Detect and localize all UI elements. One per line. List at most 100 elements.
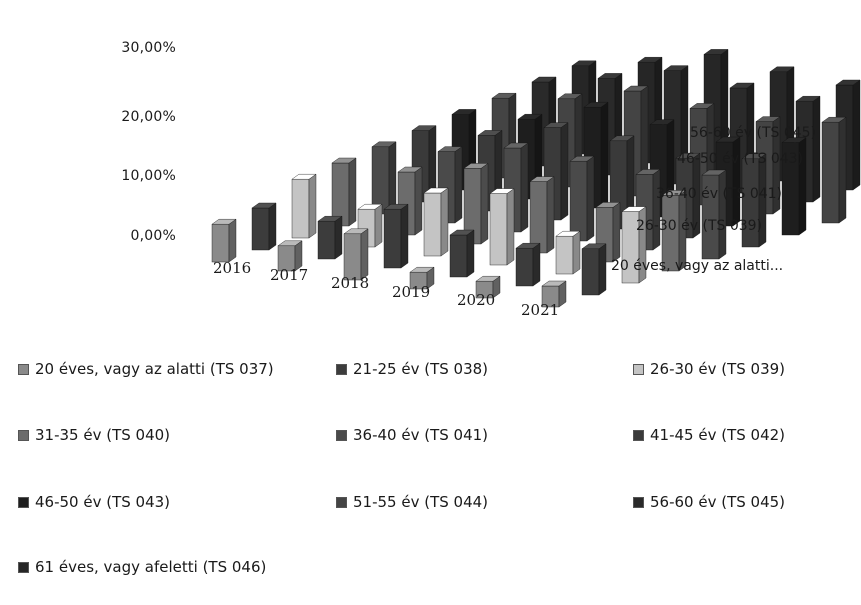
bar-20-2018 — [343, 228, 369, 281]
depth-tick-label: 36-40 év (TS 041) — [656, 186, 783, 202]
bar-20-2020 — [475, 275, 501, 299]
bar-top-face — [623, 85, 649, 92]
bar-top-face — [463, 163, 489, 169]
bar-side-face — [560, 122, 569, 221]
bar-top-face — [609, 135, 635, 142]
legend-item: 46-50 év (TS 043) — [18, 491, 170, 513]
bar-top-face — [383, 203, 409, 210]
bar-side-face — [532, 242, 541, 287]
bar-top-face — [701, 169, 727, 176]
bar-top-face — [449, 229, 475, 236]
bar-front-face — [489, 193, 508, 266]
bar-31-35-2021 — [661, 190, 687, 272]
bar-26-30-2018 — [423, 187, 449, 257]
y-tick-label: 20,00% — [121, 109, 176, 125]
bar-top-face — [477, 130, 503, 136]
bar-36-40-2021 — [701, 169, 727, 260]
legend-label: 46-50 év (TS 043) — [35, 493, 171, 511]
bar-31-35-2016 — [331, 157, 357, 227]
bar-side-face — [348, 157, 357, 227]
legend-item: 41-45 év (TS 042) — [633, 424, 785, 446]
bar-20-2021 — [541, 280, 567, 308]
bar-side-face — [718, 169, 727, 260]
x-tick-label: 2020 — [457, 291, 496, 309]
bar-top-face — [769, 66, 795, 73]
bar-side-face — [612, 202, 621, 263]
bar-top-face — [781, 137, 807, 143]
legend-item: 26-30 év (TS 039) — [633, 358, 785, 380]
bar-top-face — [583, 101, 609, 108]
bar-top-face — [821, 116, 847, 123]
bar-top-face — [597, 73, 623, 79]
legend-swatch — [18, 430, 29, 441]
bar-41-45-2021 — [741, 153, 767, 248]
bar-26-30-2016 — [291, 173, 317, 239]
bar-front-face — [317, 220, 336, 260]
legend-item: 61 éves, vagy afeletti (TS 046) — [18, 556, 266, 578]
bar-side-face — [308, 173, 317, 239]
x-tick-label: 2017 — [270, 266, 309, 284]
bar-top-face — [571, 60, 597, 67]
legend-swatch — [18, 364, 29, 375]
bar-side-face — [268, 202, 277, 251]
bar-top-face — [715, 136, 741, 143]
bar-side-face — [374, 203, 383, 248]
legend-swatch — [18, 562, 29, 573]
legend-swatch — [18, 497, 29, 508]
bar-front-face — [211, 223, 230, 263]
bar-top-face — [663, 65, 689, 71]
legend-label: 31-35 év (TS 040) — [35, 426, 171, 444]
bar-top-face — [555, 230, 581, 237]
bar-51-55-2021 — [821, 116, 847, 224]
bar-side-face — [546, 176, 555, 254]
bar-top-face — [451, 109, 477, 115]
bar-front-face — [383, 208, 402, 269]
bar-46-50-2021 — [781, 137, 807, 236]
bar-side-face — [228, 218, 237, 263]
bar-front-face — [515, 247, 534, 287]
bar-side-face — [600, 101, 609, 209]
bar-top-face — [409, 267, 435, 273]
bar-front-face — [581, 248, 600, 296]
bar-top-face — [661, 190, 687, 196]
bar-top-face — [689, 103, 715, 109]
legend-label: 61 éves, vagy afeletti (TS 046) — [35, 558, 267, 576]
bar-top-face — [595, 202, 621, 208]
bar-36-40-2016 — [371, 141, 397, 215]
bar-top-face — [251, 202, 277, 209]
bar-side-face — [454, 146, 463, 224]
bar-top-face — [517, 113, 543, 120]
bar-side-face — [652, 169, 661, 251]
bar-top-face — [491, 92, 517, 99]
bar-top-face — [503, 142, 529, 149]
bar-front-face — [449, 234, 468, 278]
bar-31-35-2018 — [463, 163, 489, 245]
bar-top-face — [543, 122, 569, 128]
bar-26-30-2020 — [555, 230, 581, 275]
bar-36-40-2019 — [569, 155, 595, 242]
bar-31-35-2019 — [529, 176, 555, 254]
bar-top-face — [635, 169, 661, 175]
bar-top-face — [317, 215, 343, 222]
bar-side-face — [506, 188, 515, 266]
bar-top-face — [637, 57, 663, 63]
y-tick-label: 0,00% — [130, 228, 176, 244]
bar-top-face — [729, 82, 755, 89]
bar-top-face — [703, 49, 729, 55]
bar-side-face — [414, 166, 423, 236]
bar-20-2016 — [211, 218, 237, 263]
legend-label: 20 éves, vagy az alatti (TS 037) — [35, 360, 274, 378]
bar-top-face — [397, 166, 423, 173]
bar-top-face — [343, 228, 369, 235]
legend-item: 51-55 év (TS 044) — [336, 491, 488, 513]
depth-tick-label: 20 éves, vagy az alatti... — [611, 258, 784, 274]
bar-top-face — [371, 141, 397, 148]
bar-side-face — [812, 95, 821, 203]
bar-top-face — [649, 119, 675, 125]
y-tick-label: 30,00% — [121, 40, 176, 56]
legend-item: 31-35 év (TS 040) — [18, 424, 170, 446]
x-tick-label: 2016 — [213, 259, 252, 277]
y-tick-label: 10,00% — [121, 168, 176, 184]
bar-top-face — [557, 93, 583, 100]
bar-21-25-2020 — [515, 242, 541, 287]
